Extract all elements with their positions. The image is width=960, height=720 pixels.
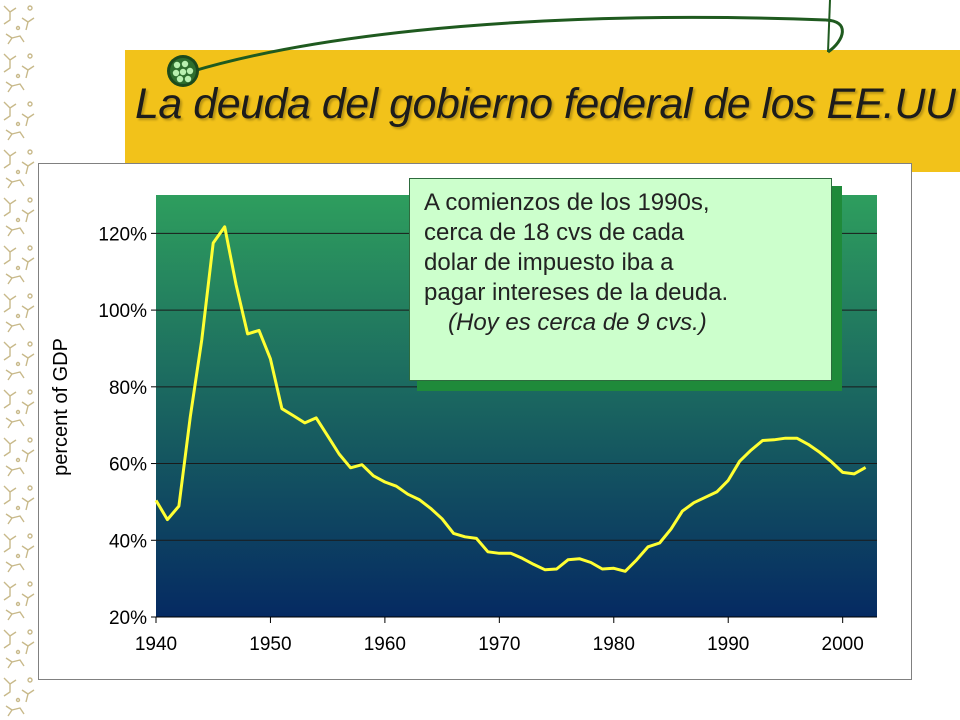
y-tick-label: 60% — [109, 455, 147, 476]
y-tick-label: 40% — [109, 531, 147, 552]
callout-box: A comienzos de los 1990s, cerca de 18 cv… — [409, 178, 832, 381]
slide-title: La deuda del gobierno federal de los EE.… — [135, 80, 956, 128]
y-tick-label: 80% — [109, 378, 147, 399]
callout-line: dolar de impuesto iba a — [424, 249, 674, 276]
title-banner — [125, 50, 960, 172]
decorative-swoosh — [189, 0, 844, 74]
y-axis-label: percent of GDP — [50, 338, 72, 476]
x-tick-label: 1970 — [478, 634, 520, 655]
callout-line: pagar intereses de la deuda. — [424, 279, 729, 306]
x-tick-label: 1990 — [707, 634, 749, 655]
y-tick-label: 20% — [109, 608, 147, 629]
bullet-icon — [167, 55, 199, 87]
series-line — [154, 225, 867, 573]
x-tick-label: 2000 — [822, 634, 864, 655]
callout-note: (Hoy es cerca de 9 cvs.) — [448, 309, 707, 336]
callout-line: cerca de 18 cvs de cada — [424, 219, 685, 246]
y-tick-label: 120% — [98, 224, 147, 245]
decorative-pattern-strip — [0, 0, 36, 720]
callout-line: A comienzos de los 1990s, — [424, 189, 710, 216]
x-tick-label: 1960 — [364, 634, 406, 655]
x-tick-label: 1980 — [593, 634, 635, 655]
y-tick-label: 100% — [98, 301, 147, 322]
x-tick-label: 1940 — [135, 634, 177, 655]
x-tick-label: 1950 — [249, 634, 291, 655]
